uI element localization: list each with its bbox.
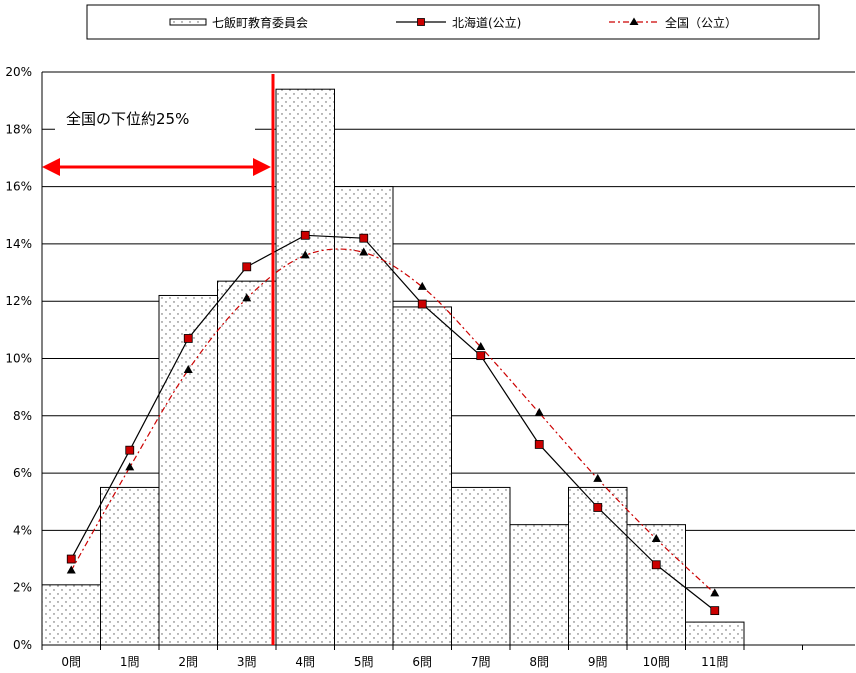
y-tick-label: 0% — [13, 638, 32, 652]
bar — [100, 486, 160, 646]
legend-zenkoku-label: 全国（公立） — [665, 15, 737, 30]
bar — [568, 486, 628, 646]
bar — [41, 584, 101, 646]
legend-item-zenkoku: 全国（公立） — [609, 15, 737, 30]
marker-zenkoku — [300, 250, 310, 259]
legend-box — [86, 4, 820, 40]
marker-zenkoku — [710, 588, 720, 597]
x-tick-label: 1問 — [120, 655, 140, 669]
marker-hokkaido — [359, 233, 369, 243]
legend: 七飯町教育委員会 北海道(公立) 全国（公立） — [86, 4, 820, 40]
marker-zenkoku — [125, 462, 135, 471]
marker-hokkaido — [66, 554, 76, 564]
x-tick-label: 11問 — [701, 655, 728, 669]
marker-zenkoku — [66, 565, 76, 574]
marker-zenkoku — [359, 247, 369, 256]
annotation-bg — [55, 104, 255, 132]
y-tick-label: 6% — [13, 466, 32, 480]
annotation-text: 全国の下位約25% — [66, 110, 189, 128]
x-tick-label: 10問 — [643, 655, 670, 669]
x-tick-label: 4問 — [295, 655, 315, 669]
y-tick-label: 16% — [5, 180, 32, 194]
marker-zenkoku — [593, 473, 603, 482]
bar — [509, 524, 569, 646]
marker-hokkaido — [300, 230, 310, 240]
y-tick-label: 20% — [5, 65, 32, 79]
bar — [158, 294, 218, 646]
annotation: 全国の下位約25% — [42, 74, 275, 645]
series-line-hokkaido — [70, 234, 716, 612]
bars — [41, 88, 745, 646]
y-tick-label: 10% — [5, 352, 32, 366]
bar — [217, 280, 277, 646]
series-line-zenkoku — [70, 248, 716, 594]
y-tick-label: 4% — [13, 523, 32, 537]
arrow-head-left — [42, 158, 60, 176]
arrow-head-right — [253, 158, 271, 176]
x-tick-label: 8問 — [529, 655, 549, 669]
legend-item-bar: 七飯町教育委員会 — [169, 15, 308, 30]
marker-zenkoku — [534, 407, 544, 416]
bar — [392, 306, 452, 646]
y-tick-label: 18% — [5, 122, 32, 136]
marker-hokkaido — [242, 262, 252, 272]
x-tick-label: 2問 — [178, 655, 198, 669]
x-tick-label: 9問 — [588, 655, 608, 669]
legend-zenkoku-marker — [629, 17, 639, 25]
y-tick-label: 8% — [13, 409, 32, 423]
marker-hokkaido — [534, 440, 544, 449]
x-tick-label: 3問 — [237, 655, 257, 669]
legend-hokkaido-marker — [417, 18, 425, 26]
marker-zenkoku — [183, 364, 193, 373]
bar — [451, 486, 511, 646]
legend-bar-swatch — [169, 18, 207, 26]
marker-zenkoku — [476, 342, 486, 351]
y-tick-label: 2% — [13, 581, 32, 595]
legend-bar-label: 七飯町教育委員会 — [212, 15, 308, 30]
bar — [685, 621, 745, 646]
marker-hokkaido — [593, 503, 603, 512]
bar — [334, 186, 394, 646]
x-tick-label: 7問 — [471, 655, 491, 669]
marker-zenkoku — [242, 293, 252, 302]
marker-zenkoku — [417, 281, 427, 290]
bar — [626, 524, 686, 646]
x-tick-label: 6問 — [412, 655, 432, 669]
marker-hokkaido — [417, 299, 427, 309]
series-lines — [66, 230, 720, 616]
x-tick-label: 5問 — [354, 655, 374, 669]
legend-hokkaido-label: 北海道(公立) — [452, 15, 521, 30]
bar — [275, 88, 335, 646]
marker-zenkoku — [651, 533, 661, 542]
y-tick-label: 12% — [5, 294, 32, 308]
marker-hokkaido — [651, 560, 661, 570]
x-axis-labels: 0問 1問 2問 3問 4問 5問 6問 7問 8問 9問 10問 11問 — [61, 655, 728, 669]
y-tick-label: 14% — [5, 237, 32, 251]
marker-hokkaido — [476, 351, 486, 361]
y-axis-labels: 0% 2% 4% 6% 8% 10% 12% 14% 16% 18% 20% — [5, 65, 32, 652]
marker-hokkaido — [183, 334, 193, 343]
marker-hokkaido — [125, 445, 135, 455]
legend-item-hokkaido: 北海道(公立) — [396, 15, 521, 30]
marker-hokkaido — [710, 606, 720, 616]
x-tick-label: 0問 — [61, 655, 81, 669]
